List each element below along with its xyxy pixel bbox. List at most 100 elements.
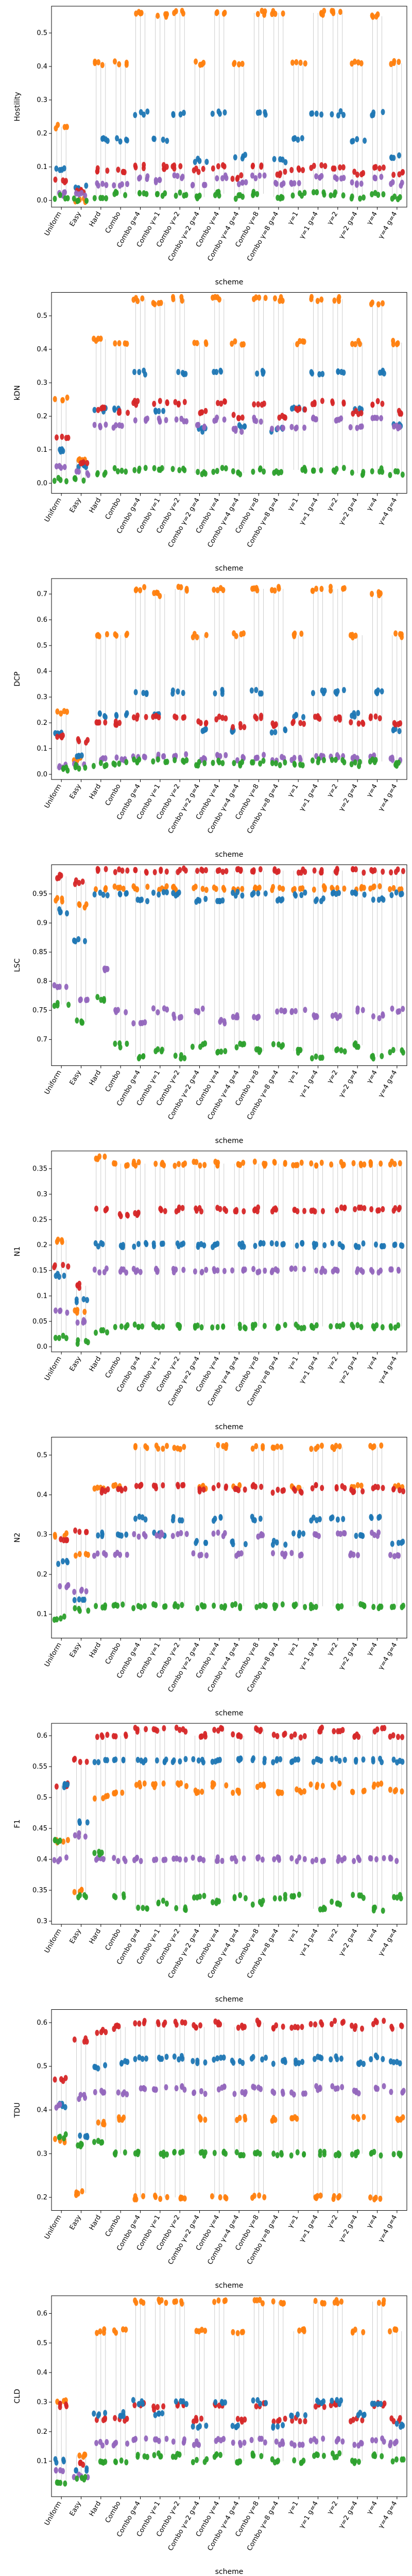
data-point: [174, 192, 178, 199]
data-point: [138, 190, 142, 196]
data-point: [221, 2148, 226, 2155]
data-point: [98, 2438, 102, 2445]
data-point: [151, 714, 156, 720]
data-point: [338, 1728, 342, 1735]
data-point: [177, 2056, 181, 2063]
data-point: [115, 2022, 119, 2029]
data-point: [92, 1485, 97, 1492]
data-point: [96, 182, 100, 189]
y-tick-label: 0.35: [32, 1165, 47, 1173]
data-point: [391, 1756, 396, 1763]
data-point: [281, 2090, 285, 2097]
data-point: [379, 1160, 383, 1167]
data-point: [303, 60, 307, 67]
data-point: [59, 464, 63, 471]
data-point: [97, 719, 101, 726]
data-point: [113, 869, 117, 875]
data-point: [64, 1335, 68, 1342]
data-point: [299, 869, 303, 876]
data-point: [222, 109, 227, 116]
data-point: [125, 1162, 130, 1168]
data-point: [201, 1759, 205, 1766]
data-point: [257, 294, 262, 301]
data-point: [222, 416, 227, 423]
data-point: [139, 1858, 143, 1865]
x-tick-label: γ=1 g=4: [298, 211, 320, 241]
data-point: [289, 1893, 294, 1900]
data-point: [271, 2060, 276, 2067]
data-point: [323, 1268, 328, 1275]
data-point: [290, 192, 295, 199]
data-point: [391, 2418, 396, 2425]
data-point: [212, 2149, 217, 2156]
data-point: [294, 59, 299, 65]
data-point: [174, 1905, 179, 1911]
data-point: [242, 630, 246, 637]
data-point: [379, 590, 383, 597]
data-point: [216, 1482, 221, 1488]
data-point: [394, 2420, 399, 2427]
data-point: [330, 756, 334, 763]
data-point: [396, 1539, 401, 1546]
y-tick-label: 0.3: [37, 1918, 47, 1925]
data-point: [201, 1486, 206, 1493]
data-point: [315, 1013, 319, 1020]
data-point: [243, 2116, 248, 2123]
data-point: [282, 1732, 286, 1738]
data-point: [302, 720, 306, 727]
data-point: [124, 59, 129, 66]
data-point: [180, 175, 184, 181]
data-point: [144, 714, 148, 720]
data-point: [297, 2442, 302, 2448]
data-point: [263, 890, 268, 897]
data-point: [235, 2330, 240, 2336]
data-point: [85, 460, 90, 466]
data-point: [333, 468, 337, 475]
data-point: [302, 190, 307, 196]
data-point: [351, 1160, 356, 1166]
data-point: [370, 2400, 374, 2407]
data-point: [381, 191, 386, 198]
data-point: [53, 1532, 57, 1538]
y-tick-label: 0.6: [37, 2310, 47, 2317]
data-point: [212, 1602, 216, 1609]
data-point: [211, 1899, 215, 1906]
y-tick-label: 0.4: [37, 668, 47, 675]
data-point: [311, 467, 316, 474]
data-point: [396, 196, 400, 202]
data-point: [222, 886, 227, 893]
y-axis-label: N1: [13, 1246, 22, 1256]
data-point: [395, 1759, 399, 1766]
data-point: [203, 2091, 208, 2097]
data-point: [212, 2299, 217, 2305]
data-point: [114, 2439, 118, 2446]
data-point: [155, 2404, 160, 2411]
data-point: [113, 189, 118, 195]
data-point: [302, 2328, 306, 2334]
data-point: [297, 2327, 302, 2334]
data-point: [74, 468, 79, 474]
data-point: [74, 761, 78, 768]
data-point: [183, 1906, 187, 1913]
y-tick-label: 0.1: [37, 2458, 47, 2465]
data-point: [63, 2131, 68, 2138]
data-point: [194, 2415, 198, 2421]
data-point: [79, 1587, 83, 1594]
data-point: [83, 2094, 88, 2101]
x-tick-label: Easy: [68, 2500, 83, 2517]
data-point: [134, 1782, 139, 1788]
data-point: [161, 1445, 165, 1452]
data-point: [338, 9, 342, 15]
data-point: [179, 2298, 183, 2304]
data-point: [95, 2029, 99, 2036]
data-point: [211, 1485, 216, 1492]
data-point: [170, 1759, 175, 1765]
data-point: [56, 1561, 61, 1567]
data-point: [400, 1243, 405, 1249]
data-point: [349, 761, 354, 768]
data-point: [232, 61, 236, 67]
data-point: [161, 137, 165, 143]
data-point: [281, 886, 285, 892]
data-point: [351, 1892, 355, 1898]
data-point: [335, 2397, 339, 2403]
